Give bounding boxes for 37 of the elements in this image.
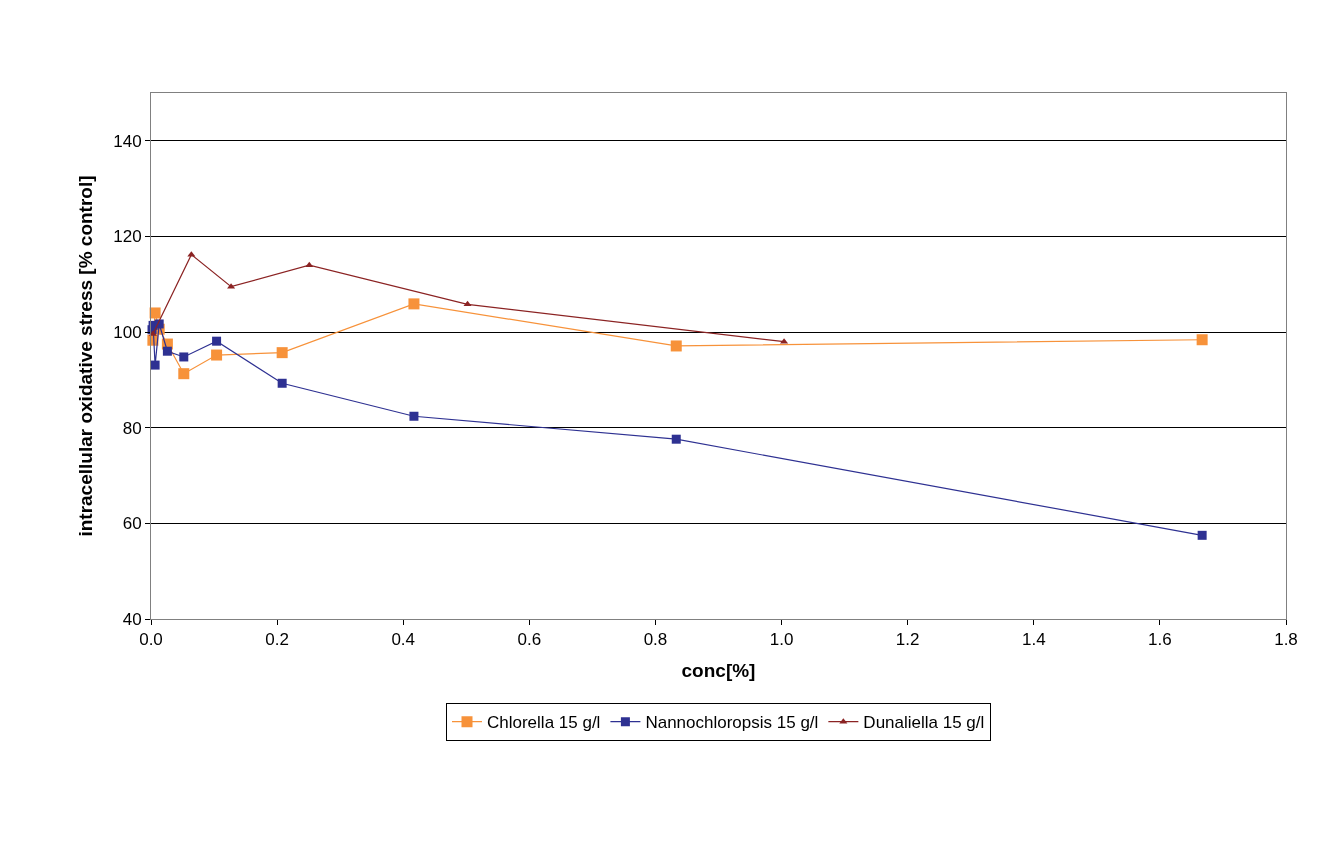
x-tick-label: 1.6 xyxy=(1148,630,1172,650)
x-tick-label: 1.2 xyxy=(895,630,920,650)
point xyxy=(276,347,288,359)
y-tick-label: 100 xyxy=(113,323,142,343)
point xyxy=(409,411,419,421)
point xyxy=(178,368,190,380)
y-axis-title: intracellular oxidative stress [% control] xyxy=(75,175,97,537)
point xyxy=(277,378,287,388)
point xyxy=(670,340,682,352)
point xyxy=(212,336,222,346)
legend-label: Chlorella 15 g/l xyxy=(487,713,601,733)
point xyxy=(162,346,172,356)
legend-label: Dunaliella 15 g/l xyxy=(863,713,985,733)
y-tick-label: 40 xyxy=(122,609,142,629)
legend-label: Nannochloropsis 15 g/l xyxy=(645,713,819,733)
y-tick-label: 60 xyxy=(122,514,142,534)
point xyxy=(1196,334,1208,346)
x-tick-label: 0.0 xyxy=(139,630,163,650)
x-tick-label: 0.6 xyxy=(517,630,542,650)
point xyxy=(211,349,223,361)
x-tick-label: 0.8 xyxy=(643,630,668,650)
point xyxy=(408,298,420,310)
point xyxy=(671,434,681,444)
x-tick-label: 1.0 xyxy=(769,630,794,650)
x-tick-label: 0.2 xyxy=(265,630,289,650)
point xyxy=(179,352,189,362)
x-tick-label: 1.8 xyxy=(1274,630,1298,650)
point xyxy=(150,360,160,370)
y-tick-label: 120 xyxy=(113,227,142,247)
point xyxy=(463,300,472,307)
x-tick-label: 0.4 xyxy=(391,630,416,650)
x-axis-title: conc[%] xyxy=(681,660,756,682)
x-tick-label: 1.4 xyxy=(1021,630,1046,650)
point xyxy=(1197,530,1207,540)
y-tick-label: 80 xyxy=(122,418,142,438)
y-tick-label: 140 xyxy=(113,131,142,151)
point xyxy=(149,307,161,319)
